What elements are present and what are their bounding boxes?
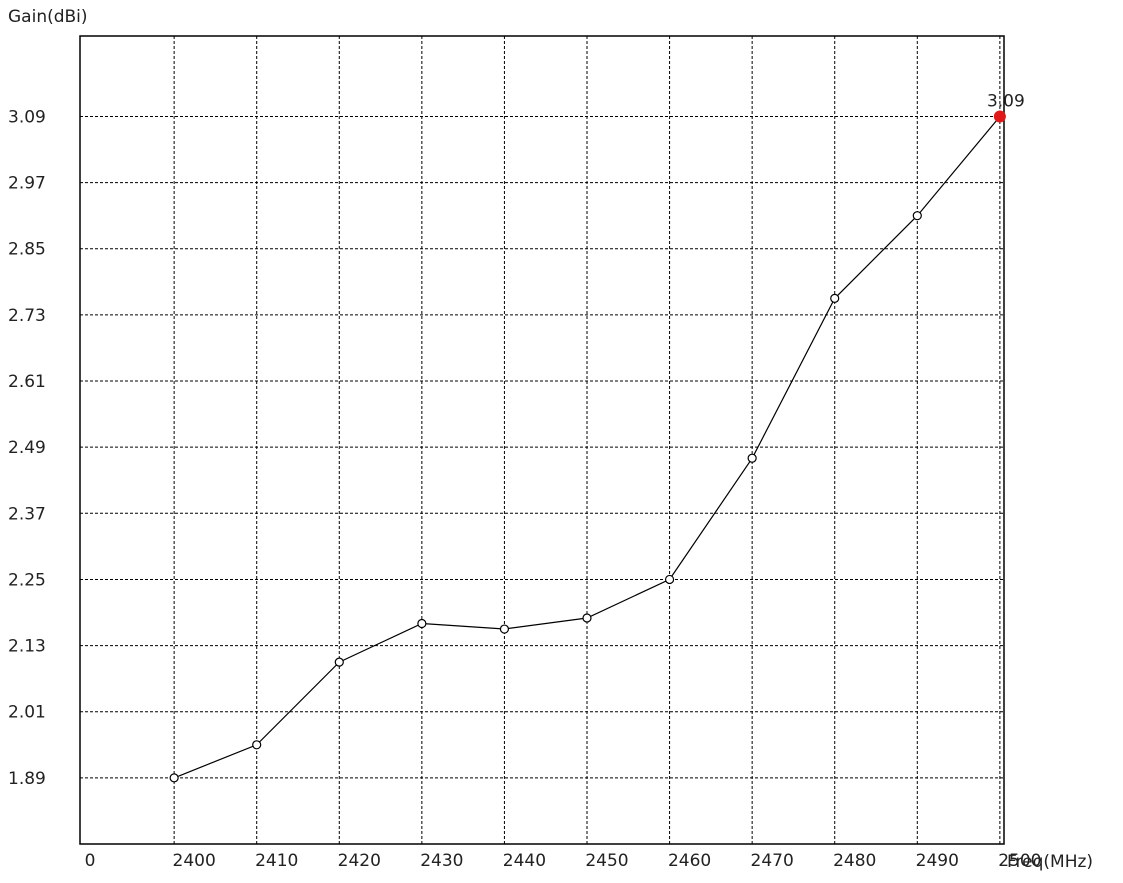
plot-area-frame xyxy=(79,35,1005,845)
data-point xyxy=(417,618,427,629)
y-axis-ticks: 1.89 2.01 2.13 2.25 2.37 2.49 2.61 2.73 2.85 2.97… xyxy=(8,107,46,788)
y-tick-label: 2.61 xyxy=(8,372,46,392)
x-tick-label: 2400 xyxy=(173,851,216,871)
y-tick-label: 2.25 xyxy=(8,570,46,590)
y-axis-title: Gain(dBi) xyxy=(8,7,88,27)
x-tick-label: 2450 xyxy=(585,851,628,871)
data-point xyxy=(169,773,179,783)
data-point xyxy=(747,453,757,463)
grid xyxy=(80,36,1004,844)
y-tick-label: 2.73 xyxy=(8,306,46,326)
data-point xyxy=(334,657,344,667)
data-point xyxy=(582,613,592,623)
data-point xyxy=(664,574,675,585)
x-axis-title: Freq(MHz) xyxy=(1007,852,1093,872)
x-tick-label: 2470 xyxy=(751,851,794,871)
y-tick-label: 2.85 xyxy=(8,240,46,260)
data-point xyxy=(830,293,840,303)
x-tick-label: 2500 xyxy=(998,851,1041,871)
y-tick-label: 3.09 xyxy=(8,107,46,127)
x-axis-ticks: 2400 2410 2420 2430 2440 2450 2460 2470 2480 2490… xyxy=(173,851,1042,871)
x-tick-label: 2480 xyxy=(833,851,876,871)
data-point-highlight xyxy=(993,110,1006,123)
y-tick-label: 2.01 xyxy=(8,703,46,723)
x-tick-label: 2460 xyxy=(668,851,711,871)
y-tick-label: 2.97 xyxy=(8,174,46,194)
x-axis-origin-label: 0 xyxy=(85,851,96,871)
y-tick-label: 2.13 xyxy=(8,637,46,657)
x-tick-label: 2420 xyxy=(338,851,381,871)
data-point xyxy=(252,740,262,750)
data-point xyxy=(499,624,510,634)
highlight-data-label: 3.09 xyxy=(987,91,1025,111)
x-tick-label: 2430 xyxy=(420,851,463,871)
y-tick-label: 1.89 xyxy=(8,769,46,789)
x-tick-label: 2410 xyxy=(255,851,298,871)
data-point xyxy=(912,211,922,221)
x-tick-label: 2490 xyxy=(916,851,959,871)
x-tick-label: 2440 xyxy=(503,851,546,871)
data-points xyxy=(169,110,1006,783)
y-tick-label: 2.37 xyxy=(8,504,46,524)
y-tick-label: 2.49 xyxy=(8,438,46,458)
